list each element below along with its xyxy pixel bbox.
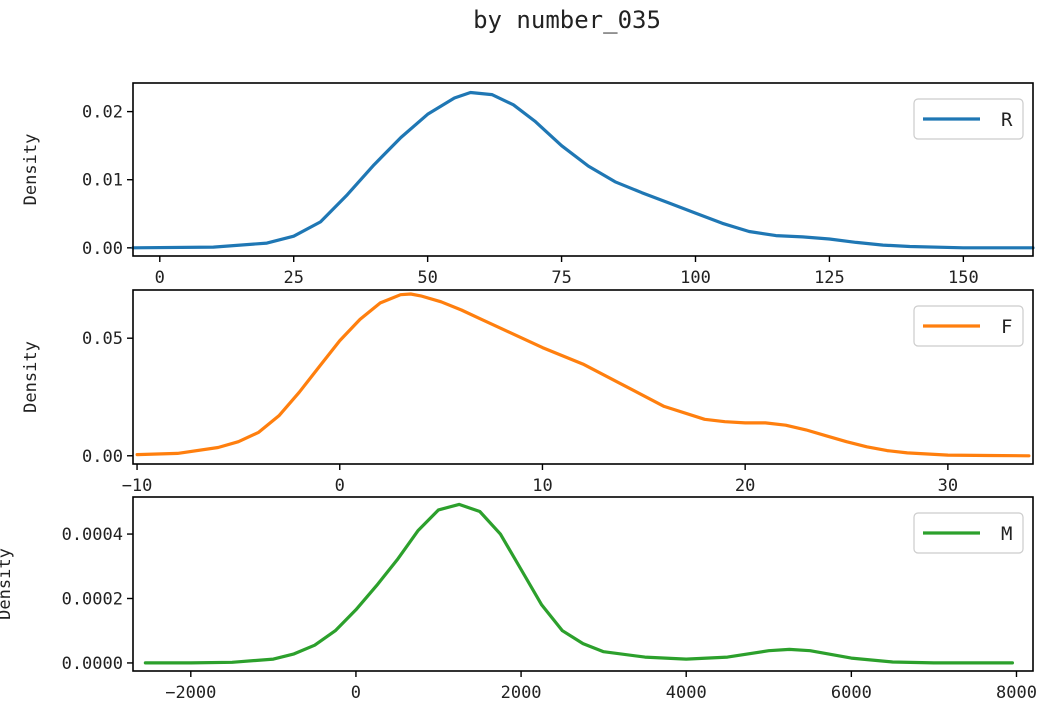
x-tick-label: 25 — [283, 268, 303, 288]
y-tick-label: 0.0002 — [62, 590, 123, 610]
y-tick-label: 0.00 — [82, 447, 123, 467]
axes-frame — [132, 289, 1034, 465]
x-tick-label: 100 — [680, 268, 711, 288]
subplot-3: −2000 0 2000 4000 6000 8000 0.0000 0.0002 0.0004… — [0, 496, 1037, 703]
x-tick-label: 50 — [417, 268, 437, 288]
x-tick-label: 125 — [814, 268, 845, 288]
x-tick-label: 150 — [948, 268, 979, 288]
legend-label: M — [1001, 523, 1012, 545]
series-line-R — [131, 90, 1035, 250]
x-tick-label: 2000 — [501, 683, 542, 703]
x-tick-label: 75 — [551, 268, 571, 288]
y-tick-label: 0.0000 — [62, 654, 123, 674]
legend-label: R — [1001, 109, 1013, 131]
series-line-M — [143, 502, 1014, 665]
y-tick-label: 0.0004 — [62, 525, 123, 545]
axes-frame — [132, 496, 1034, 672]
plot-area — [133, 83, 1033, 256]
plot-area — [133, 290, 1033, 464]
axes-frame — [132, 82, 1034, 257]
x-tick-label: 20 — [735, 476, 755, 496]
y-axis-label: Density — [21, 134, 41, 206]
subplot-2: −10 0 10 20 30 0.00 0.05 Density F — [21, 289, 1034, 496]
legend-label: F — [1001, 316, 1012, 338]
x-tick-label: 30 — [938, 476, 958, 496]
y-tick-label: 0.05 — [82, 329, 123, 349]
legend: M — [913, 512, 1024, 554]
subplot-1: 0 25 50 75 100 125 150 0.00 0.01 0.02 Density R — [21, 82, 1035, 288]
legend: F — [913, 305, 1024, 347]
y-axis-label: Density — [21, 341, 41, 413]
x-tick-label: −10 — [122, 476, 153, 496]
legend: R — [913, 98, 1024, 140]
x-tick-label: 0 — [351, 683, 361, 703]
x-tick-label: 6000 — [831, 683, 872, 703]
y-tick-label: 0.00 — [82, 239, 123, 259]
x-tick-label: 0 — [335, 476, 345, 496]
x-tick-label: 0 — [155, 268, 165, 288]
x-tick-label: 10 — [532, 476, 552, 496]
y-tick-label: 0.02 — [82, 103, 123, 123]
y-tick-label: 0.01 — [82, 171, 123, 191]
y-axis-label: Density — [0, 548, 15, 620]
figure-title: by number_035 — [473, 6, 661, 34]
x-tick-label: −2000 — [165, 683, 216, 703]
series-line-F — [135, 292, 1031, 458]
x-tick-label: 4000 — [666, 683, 707, 703]
x-tick-label: 8000 — [996, 683, 1037, 703]
